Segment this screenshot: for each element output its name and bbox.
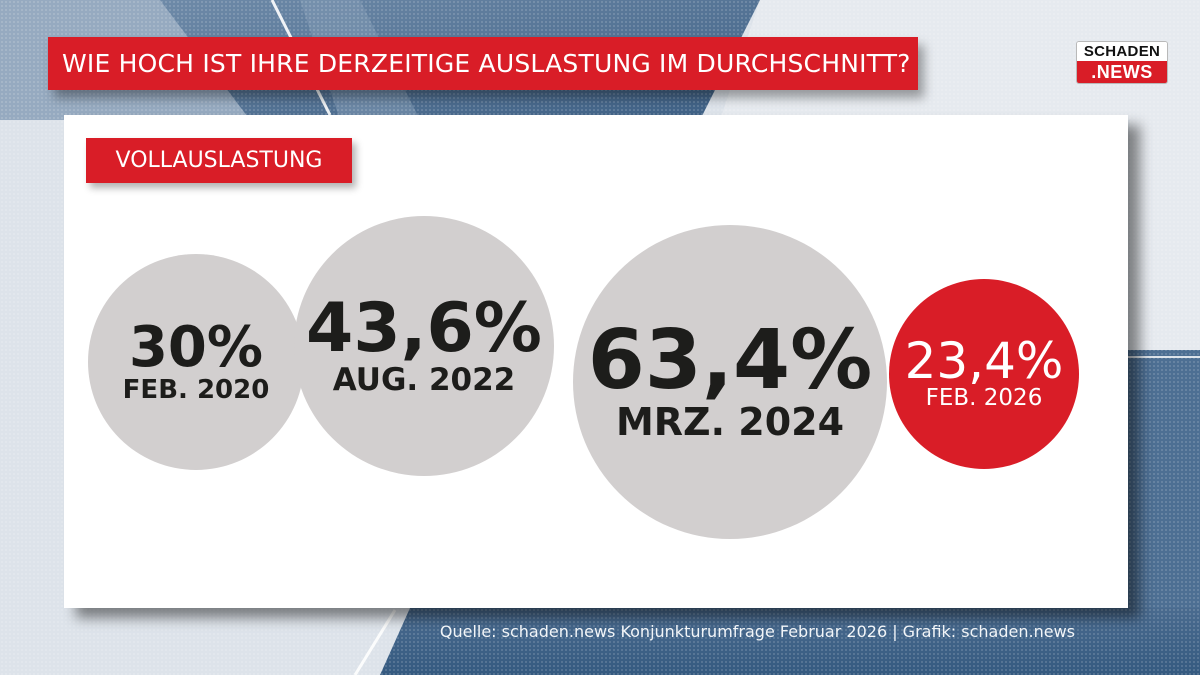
- bubble-date-label: AUG. 2022: [332, 361, 516, 398]
- bubble-3: 23,4% FEB. 2026: [888, 278, 1080, 470]
- bubble-1: 43,6% AUG. 2022: [293, 215, 555, 477]
- chart-title: WIE HOCH IST IHRE DERZEITIGE AUSLASTUNG …: [62, 49, 911, 78]
- subtitle-badge: VOLLAUSLASTUNG: [86, 138, 352, 183]
- bubble-value-label: 23,4%: [904, 332, 1064, 391]
- chart-subtitle: VOLLAUSLASTUNG: [115, 148, 323, 173]
- logo-bottom-text: .NEWS: [1077, 61, 1167, 83]
- bubble-value-label: 30%: [128, 314, 264, 380]
- bubble-2: 63,4% MRZ. 2024: [573, 225, 887, 539]
- bubble-0: 30% FEB. 2020: [88, 254, 304, 470]
- logo-top-text: SCHADEN: [1077, 42, 1167, 61]
- schaden-news-logo: SCHADEN .NEWS: [1076, 41, 1168, 84]
- bubble-value-label: 43,6%: [306, 288, 542, 368]
- title-banner: WIE HOCH IST IHRE DERZEITIGE AUSLASTUNG …: [48, 37, 918, 90]
- source-footer: Quelle: schaden.news Konjunkturumfrage F…: [439, 622, 1075, 641]
- bubble-date-label: FEB. 2026: [925, 385, 1043, 412]
- bubble-date-label: MRZ. 2024: [615, 400, 845, 445]
- bubble-value-label: 63,4%: [587, 313, 873, 409]
- bubble-date-label: FEB. 2020: [122, 374, 270, 405]
